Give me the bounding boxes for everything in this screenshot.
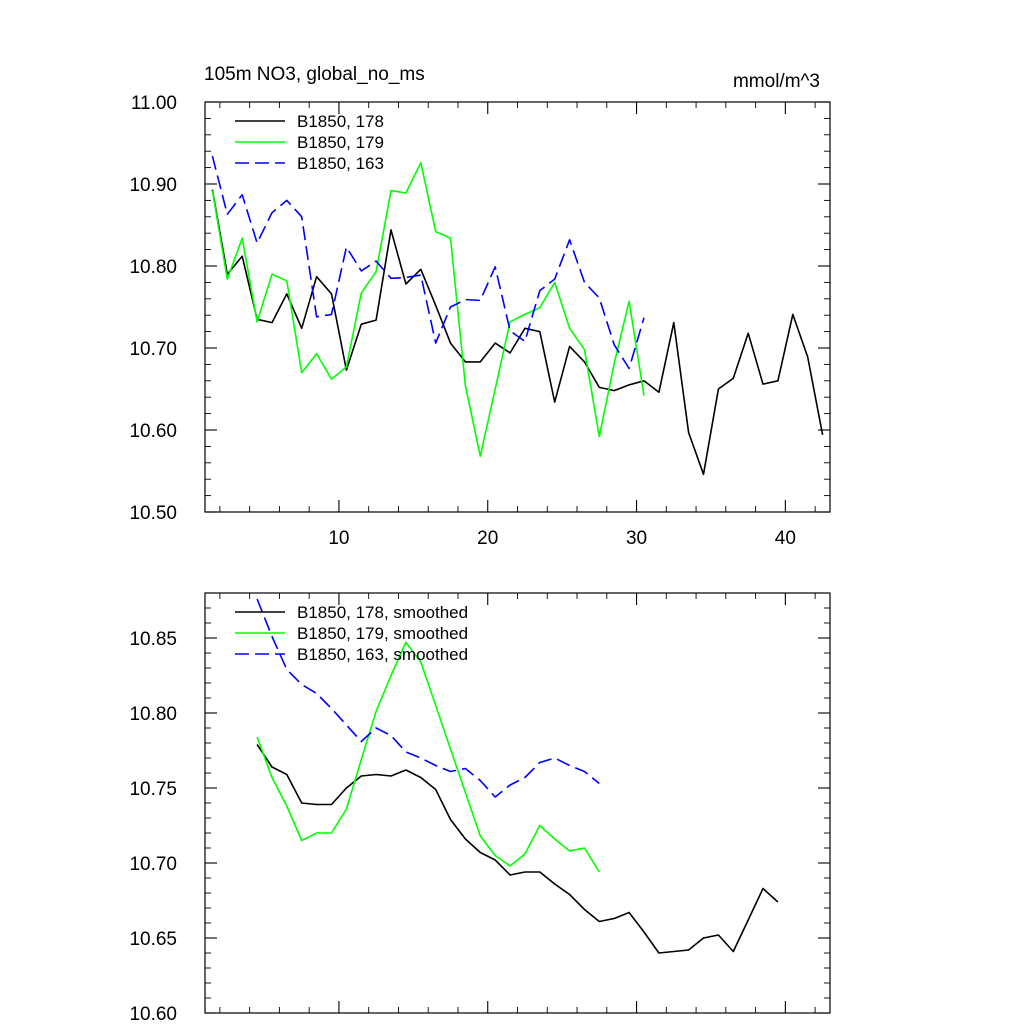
y-tick-label: 11.00 <box>131 93 177 114</box>
y-tick-label: 10.60 <box>129 1004 177 1024</box>
series-line-3 <box>256 598 600 798</box>
bottom-plot-frame <box>204 592 831 1014</box>
y-tick-label: 10.80 <box>129 704 177 725</box>
series-line-1 <box>211 189 824 476</box>
legend-label-3: B1850, 163 <box>297 154 384 173</box>
series-line-1 <box>256 744 779 954</box>
y-tick-label: 10.90 <box>129 175 177 196</box>
units-label: mmol/m^3 <box>733 71 820 92</box>
legend-label-1: B1850, 178, smoothed <box>297 603 468 622</box>
y-tick-label: 10.70 <box>129 339 177 360</box>
x-tick-label: 10 <box>328 528 349 549</box>
bottom-panel: 10.60 10.65 10.70 10.75 10.80 10.85 B1850, 17… <box>129 592 831 1024</box>
series-line-3 <box>211 155 645 370</box>
y-tick-label: 10.75 <box>129 779 177 800</box>
series-line-2 <box>256 641 600 873</box>
y-tick-label: 10.80 <box>129 257 177 278</box>
y-tick-label: 10.50 <box>129 503 177 524</box>
x-tick-label: 20 <box>477 528 498 549</box>
chart-title: 105m NO3, global_no_ms <box>204 64 425 85</box>
top-panel: 105m NO3, global_no_ms mmol/m^3 10 20 30 40… <box>129 64 831 549</box>
legend-label-2: B1850, 179 <box>297 133 384 152</box>
y-tick-label: 10.85 <box>129 629 177 650</box>
x-tick-label: 30 <box>626 528 647 549</box>
legend-label-1: B1850, 178 <box>297 112 384 131</box>
y-tick-label: 10.60 <box>129 421 177 442</box>
y-tick-label: 10.65 <box>129 929 177 950</box>
x-tick-label: 40 <box>775 528 796 549</box>
legend-label-2: B1850, 179, smoothed <box>297 624 468 643</box>
series-line-2 <box>211 161 645 458</box>
top-plot-frame <box>204 101 831 513</box>
y-tick-label: 10.70 <box>129 854 177 875</box>
legend-label-3: B1850, 163, smoothed <box>297 645 468 664</box>
